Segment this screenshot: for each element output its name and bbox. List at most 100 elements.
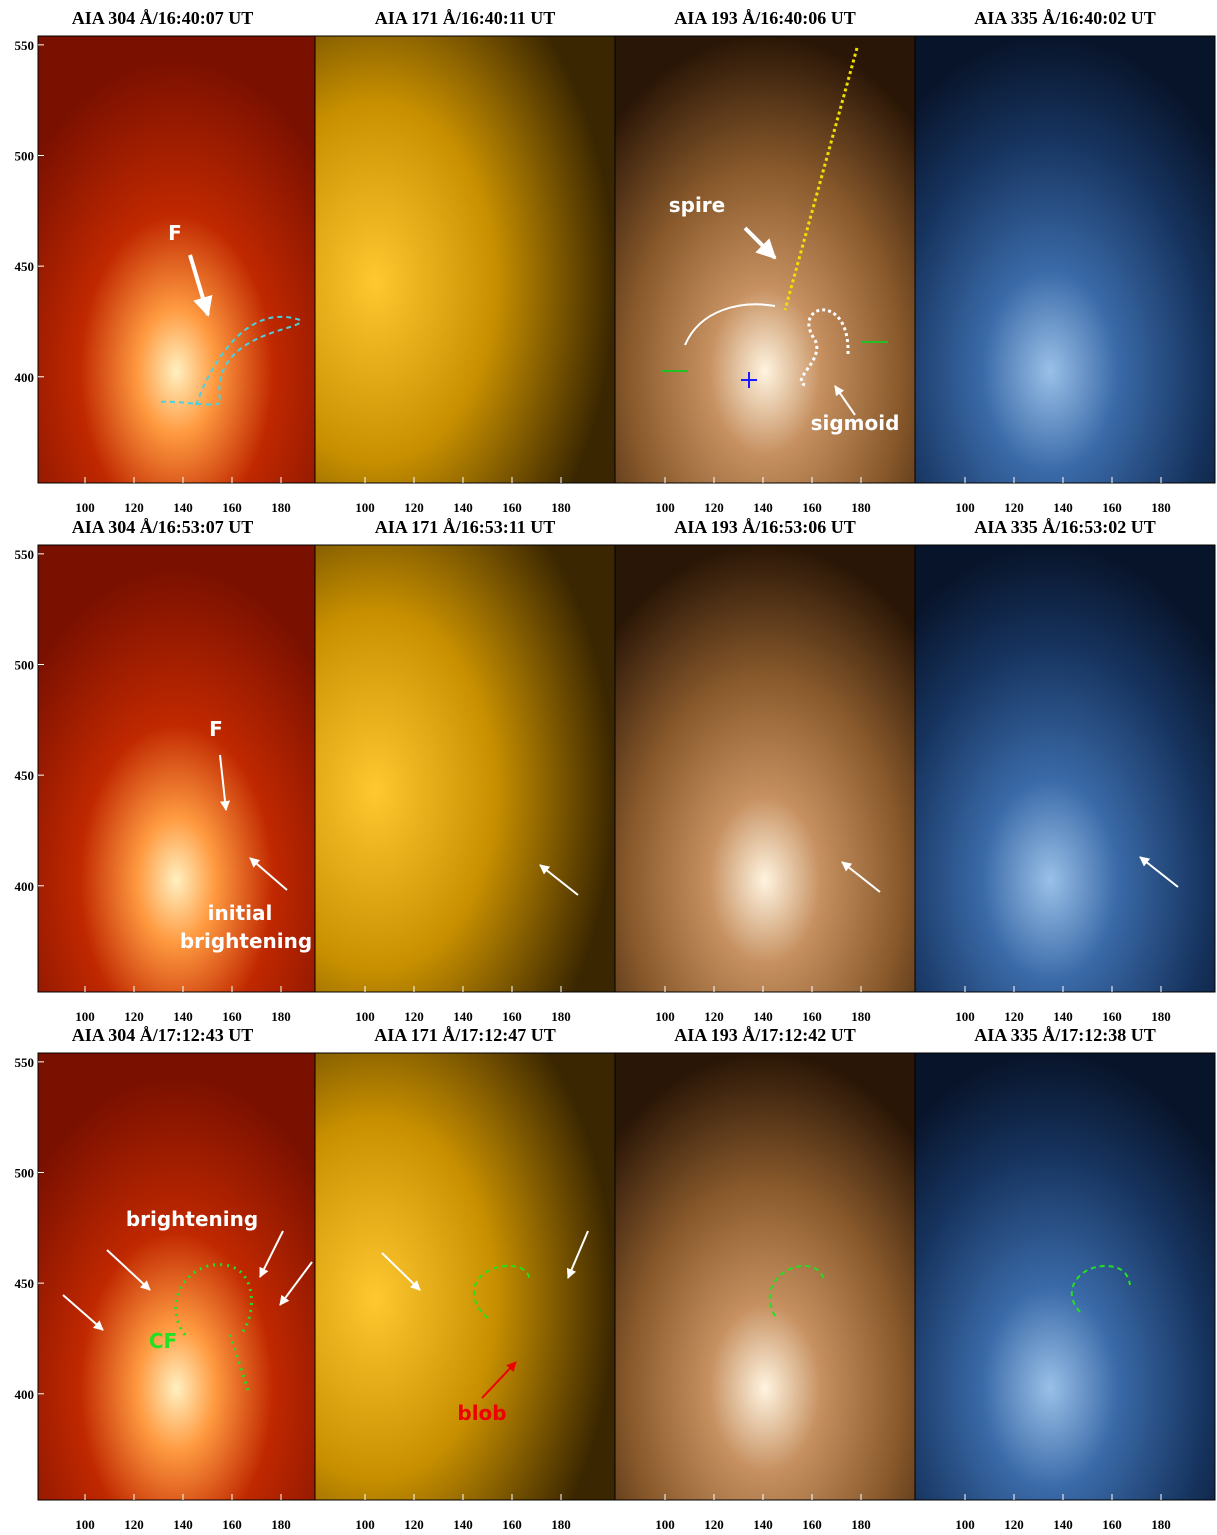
annotation: blob (457, 1401, 506, 1425)
x-tick-label: 100 (955, 1517, 975, 1532)
x-tick-label: 180 (1151, 500, 1171, 515)
panel-frame (914, 1052, 1216, 1501)
y-tick-label: 450 (15, 1276, 35, 1291)
x-tick-label: 180 (551, 500, 571, 515)
image-panel (38, 545, 315, 992)
x-tick-label: 120 (124, 1009, 144, 1024)
image-panel (615, 36, 915, 483)
panel-frame (914, 544, 1216, 993)
x-tick-label: 180 (271, 1517, 291, 1532)
x-tick-label: 180 (851, 500, 871, 515)
x-tick-label: 120 (404, 1009, 424, 1024)
x-tick-label: 100 (75, 1009, 95, 1024)
arc (684, 303, 776, 346)
annotation: initial (208, 901, 273, 925)
x-tick-label: 120 (124, 1517, 144, 1532)
panel-title: AIA 304 Å/16:40:07 UT (72, 8, 254, 28)
panel-title: AIA 193 Å/17:12:42 UT (674, 1025, 856, 1045)
y-tick-label: 550 (15, 38, 35, 53)
x-tick-label: 140 (173, 500, 193, 515)
panel-title: AIA 193 Å/16:53:06 UT (674, 517, 856, 537)
x-tick-label: 100 (75, 500, 95, 515)
annotation: brightening (126, 1207, 258, 1231)
panel-title: AIA 304 Å/17:12:43 UT (72, 1025, 254, 1045)
arrow (566, 1230, 589, 1279)
image-panel (615, 1053, 915, 1500)
x-tick-label: 160 (1102, 500, 1122, 515)
arrow (841, 861, 881, 893)
filament-contour (159, 316, 302, 406)
x-tick-label: 100 (955, 1009, 975, 1024)
x-tick-label: 120 (1004, 1009, 1024, 1024)
panel-title: AIA 193 Å/16:40:06 UT (674, 8, 856, 28)
panel-title: AIA 335 Å/16:53:02 UT (974, 517, 1156, 537)
arrow (1139, 856, 1179, 888)
x-tick-label: 180 (271, 500, 291, 515)
arrow (219, 754, 230, 811)
x-tick-label: 120 (404, 1517, 424, 1532)
x-tick-label: 140 (1053, 1009, 1073, 1024)
cf-contour (472, 1264, 531, 1319)
arrow (106, 1249, 151, 1291)
panel-title: AIA 171 Å/16:53:11 UT (375, 517, 556, 537)
x-tick-label: 120 (704, 500, 724, 515)
x-tick-label: 100 (75, 1517, 95, 1532)
x-tick-label: 100 (355, 1009, 375, 1024)
cf-contour (768, 1264, 825, 1317)
y-tick-label: 450 (15, 259, 35, 274)
x-tick-label: 180 (851, 1009, 871, 1024)
image-panel (315, 1053, 615, 1500)
x-tick-label: 160 (802, 1009, 822, 1024)
x-tick-label: 120 (704, 1009, 724, 1024)
annotation: spire (669, 193, 726, 217)
y-tick-label: 400 (15, 1387, 35, 1402)
x-tick-label: 180 (551, 1517, 571, 1532)
y-tick-label: 400 (15, 879, 35, 894)
y-tick-label: 450 (15, 768, 35, 783)
arrow (481, 1361, 517, 1399)
x-tick-label: 100 (355, 500, 375, 515)
image-panel (315, 545, 615, 992)
x-tick-label: 140 (1053, 1517, 1073, 1532)
x-tick-label: 160 (502, 1009, 522, 1024)
annotation: brightening (180, 929, 312, 953)
x-tick-label: 160 (1102, 1517, 1122, 1532)
panel-title: AIA 335 Å/16:40:02 UT (974, 8, 1156, 28)
x-tick-label: 160 (502, 1517, 522, 1532)
annotation: sigmoid (811, 411, 900, 435)
arrow (743, 226, 777, 260)
x-tick-label: 160 (1102, 1009, 1122, 1024)
x-tick-label: 140 (753, 1517, 773, 1532)
x-tick-label: 180 (1151, 1009, 1171, 1024)
panel-frame (914, 35, 1216, 484)
panel-title: AIA 335 Å/17:12:38 UT (974, 1025, 1156, 1045)
image-panel (38, 1053, 315, 1500)
x-tick-label: 140 (173, 1517, 193, 1532)
x-tick-label: 180 (1151, 1517, 1171, 1532)
y-tick-label: 500 (15, 657, 35, 672)
x-tick-label: 140 (453, 500, 473, 515)
cf-contour (174, 1263, 253, 1391)
image-panel (915, 36, 1215, 483)
arrow (188, 254, 213, 317)
y-tick-label: 550 (15, 547, 35, 562)
overlays (62, 47, 1179, 1399)
panel-title: AIA 304 Å/16:53:07 UT (72, 517, 254, 537)
y-tick-label: 400 (15, 370, 35, 385)
x-tick-label: 180 (271, 1009, 291, 1024)
cross (741, 372, 757, 388)
panels (37, 35, 1216, 1501)
annotation: CF (149, 1329, 177, 1353)
x-tick-label: 100 (655, 1517, 675, 1532)
x-tick-label: 120 (704, 1517, 724, 1532)
x-tick-label: 160 (222, 1517, 242, 1532)
x-tick-label: 140 (753, 500, 773, 515)
x-tick-label: 100 (355, 1517, 375, 1532)
arrow (62, 1294, 104, 1331)
x-tick-label: 160 (502, 500, 522, 515)
x-tick-label: 120 (1004, 1517, 1024, 1532)
annotation: F (168, 221, 182, 245)
x-tick-label: 140 (1053, 500, 1073, 515)
